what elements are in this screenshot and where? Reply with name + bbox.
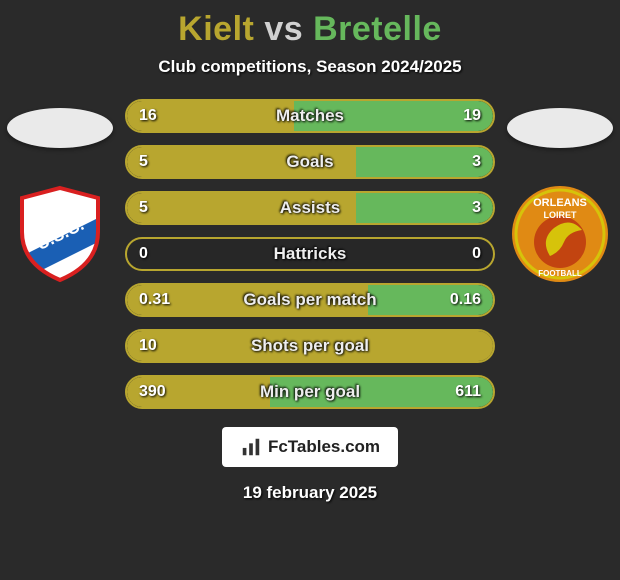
stat-value-right: 0 bbox=[472, 239, 481, 269]
comparison-title: Kielt vs Bretelle bbox=[0, 0, 620, 49]
vs-word: vs bbox=[264, 10, 303, 48]
stat-bar-fill-left bbox=[127, 147, 356, 177]
footer-date: 19 february 2025 bbox=[0, 483, 620, 503]
stat-bar-fill-right bbox=[294, 101, 493, 131]
stat-bar-fill-left bbox=[127, 377, 270, 407]
stat-bar-fill-right bbox=[356, 147, 493, 177]
watermark-text: FcTables.com bbox=[268, 437, 380, 457]
stat-label: Hattricks bbox=[127, 239, 493, 269]
bar-chart-icon bbox=[240, 436, 262, 458]
stat-bar-fill-right bbox=[356, 193, 493, 223]
player1-column: U.S.C. bbox=[0, 108, 120, 284]
player2-avatar-placeholder bbox=[507, 108, 613, 148]
stat-bar-fill-left bbox=[127, 285, 368, 315]
stat-bar-row: 0Hattricks0 bbox=[125, 237, 495, 271]
stat-bar-fill-right bbox=[270, 377, 493, 407]
stat-bar-fill-right bbox=[368, 285, 493, 315]
player2-club-badge: ORLEANS LOIRET FOOTBALL bbox=[510, 184, 610, 284]
stat-bar-fill-left bbox=[127, 101, 294, 131]
stat-bar-row: 0.31Goals per match0.16 bbox=[125, 283, 495, 317]
stat-bar-row: 5Goals3 bbox=[125, 145, 495, 179]
player1-club-badge: U.S.C. bbox=[10, 184, 110, 284]
player2-name: Bretelle bbox=[313, 10, 442, 48]
stat-bar-row: 16Matches19 bbox=[125, 99, 495, 133]
stat-bar-row: 390Min per goal611 bbox=[125, 375, 495, 409]
badge-text-bot: FOOTBALL bbox=[538, 269, 582, 278]
player1-name: Kielt bbox=[178, 10, 254, 48]
stat-bar-row: 10Shots per goal bbox=[125, 329, 495, 363]
player2-column: ORLEANS LOIRET FOOTBALL bbox=[500, 108, 620, 284]
badge-text-mid: LOIRET bbox=[544, 210, 578, 220]
fctables-watermark: FcTables.com bbox=[222, 427, 398, 467]
stat-bar-fill-left bbox=[127, 331, 493, 361]
badge-text-top: ORLEANS bbox=[533, 197, 587, 209]
stat-bar-fill-left bbox=[127, 193, 356, 223]
stat-value-left: 0 bbox=[139, 239, 148, 269]
player1-avatar-placeholder bbox=[7, 108, 113, 148]
stat-bar-row: 5Assists3 bbox=[125, 191, 495, 225]
competition-season: Club competitions, Season 2024/2025 bbox=[0, 57, 620, 77]
